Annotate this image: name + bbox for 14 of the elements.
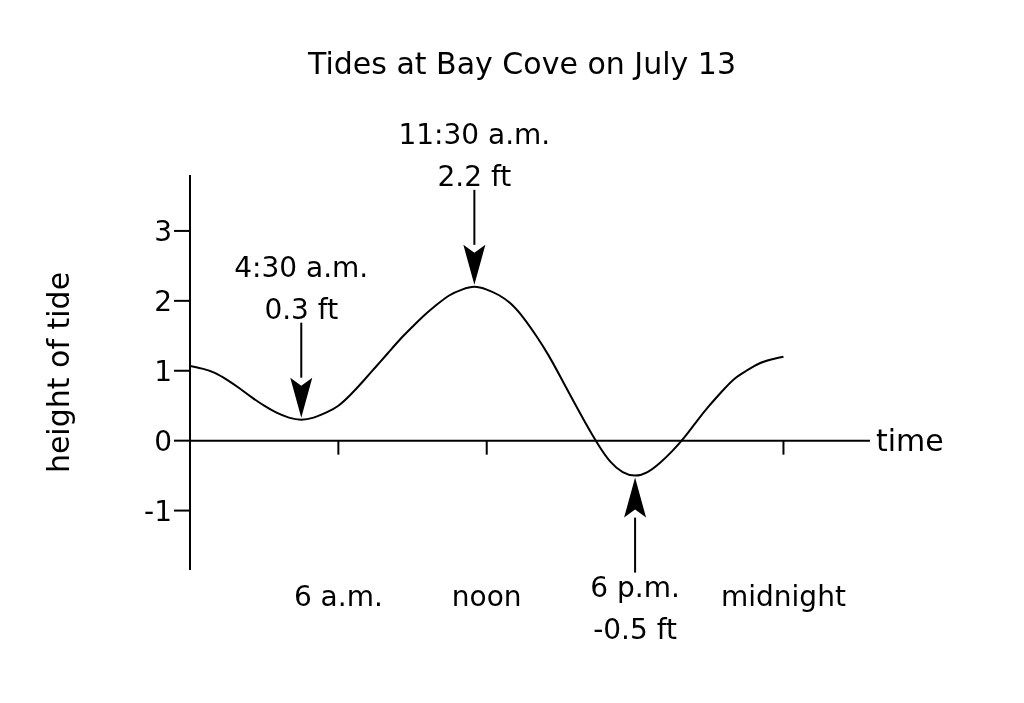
annotation: 11:30 a.m. 2.2 ft xyxy=(398,117,551,193)
y-tick-label: 0 xyxy=(154,424,172,458)
text: 6 p.m. -0.5 ft xyxy=(590,570,680,646)
chart-title: Tides at Bay Cove on July 13 xyxy=(307,46,737,81)
x-axis-title: time xyxy=(876,422,944,458)
x-tick-label: 6 a.m. xyxy=(293,579,383,613)
x-tick-label: midnight xyxy=(721,579,846,613)
annotation: 4:30 a.m. 0.3 ft xyxy=(234,250,369,326)
y-tick-label: 1 xyxy=(154,354,172,388)
y-tick-label: 3 xyxy=(154,214,172,248)
y-tick-label: 2 xyxy=(154,284,172,318)
x-tick-label: noon xyxy=(451,579,522,613)
y-tick-label: -1 xyxy=(144,494,172,528)
y-axis-title: height of tide xyxy=(40,271,76,474)
